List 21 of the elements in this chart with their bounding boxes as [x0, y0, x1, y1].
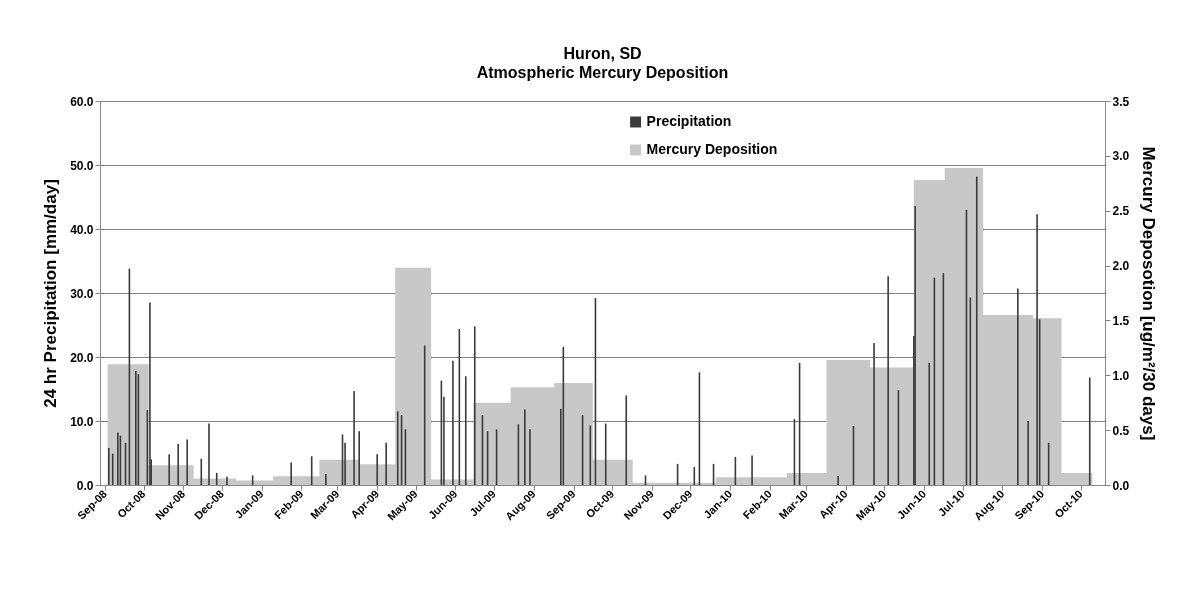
chart-title: Huron, SD: [563, 45, 642, 62]
y2-axis-title: Mercury Deposotion [ug/m²/30 days]: [1139, 146, 1159, 441]
legend-label: Mercury Deposition: [646, 141, 778, 157]
y2-tick-label: 2.5: [1112, 204, 1130, 219]
y2-tick-label: 3.0: [1112, 149, 1130, 164]
y2-tick-label: 0.0: [1112, 478, 1130, 493]
y2-tick-label: 1.0: [1112, 368, 1130, 383]
y2-tick-label: 0.5: [1112, 423, 1130, 438]
y-axis-title: 24 hr Precipitation [mm/day]: [41, 179, 61, 408]
y-tick-label: 30.0: [70, 286, 94, 301]
chart-subtitle: Atmospheric Mercury Deposition: [476, 64, 729, 81]
y-tick-label: 50.0: [70, 158, 94, 173]
y-tick-label: 10.0: [70, 414, 94, 429]
y-tick-label: 40.0: [70, 222, 94, 237]
y2-tick-label: 2.0: [1112, 259, 1130, 274]
y2-tick-label: 3.5: [1112, 94, 1130, 109]
y-tick-label: 60.0: [70, 94, 94, 109]
legend-label: Precipitation: [646, 113, 732, 129]
y-tick-label: 0.0: [76, 478, 94, 493]
y-tick-label: 20.0: [70, 350, 94, 365]
y2-tick-label: 1.5: [1112, 313, 1130, 328]
